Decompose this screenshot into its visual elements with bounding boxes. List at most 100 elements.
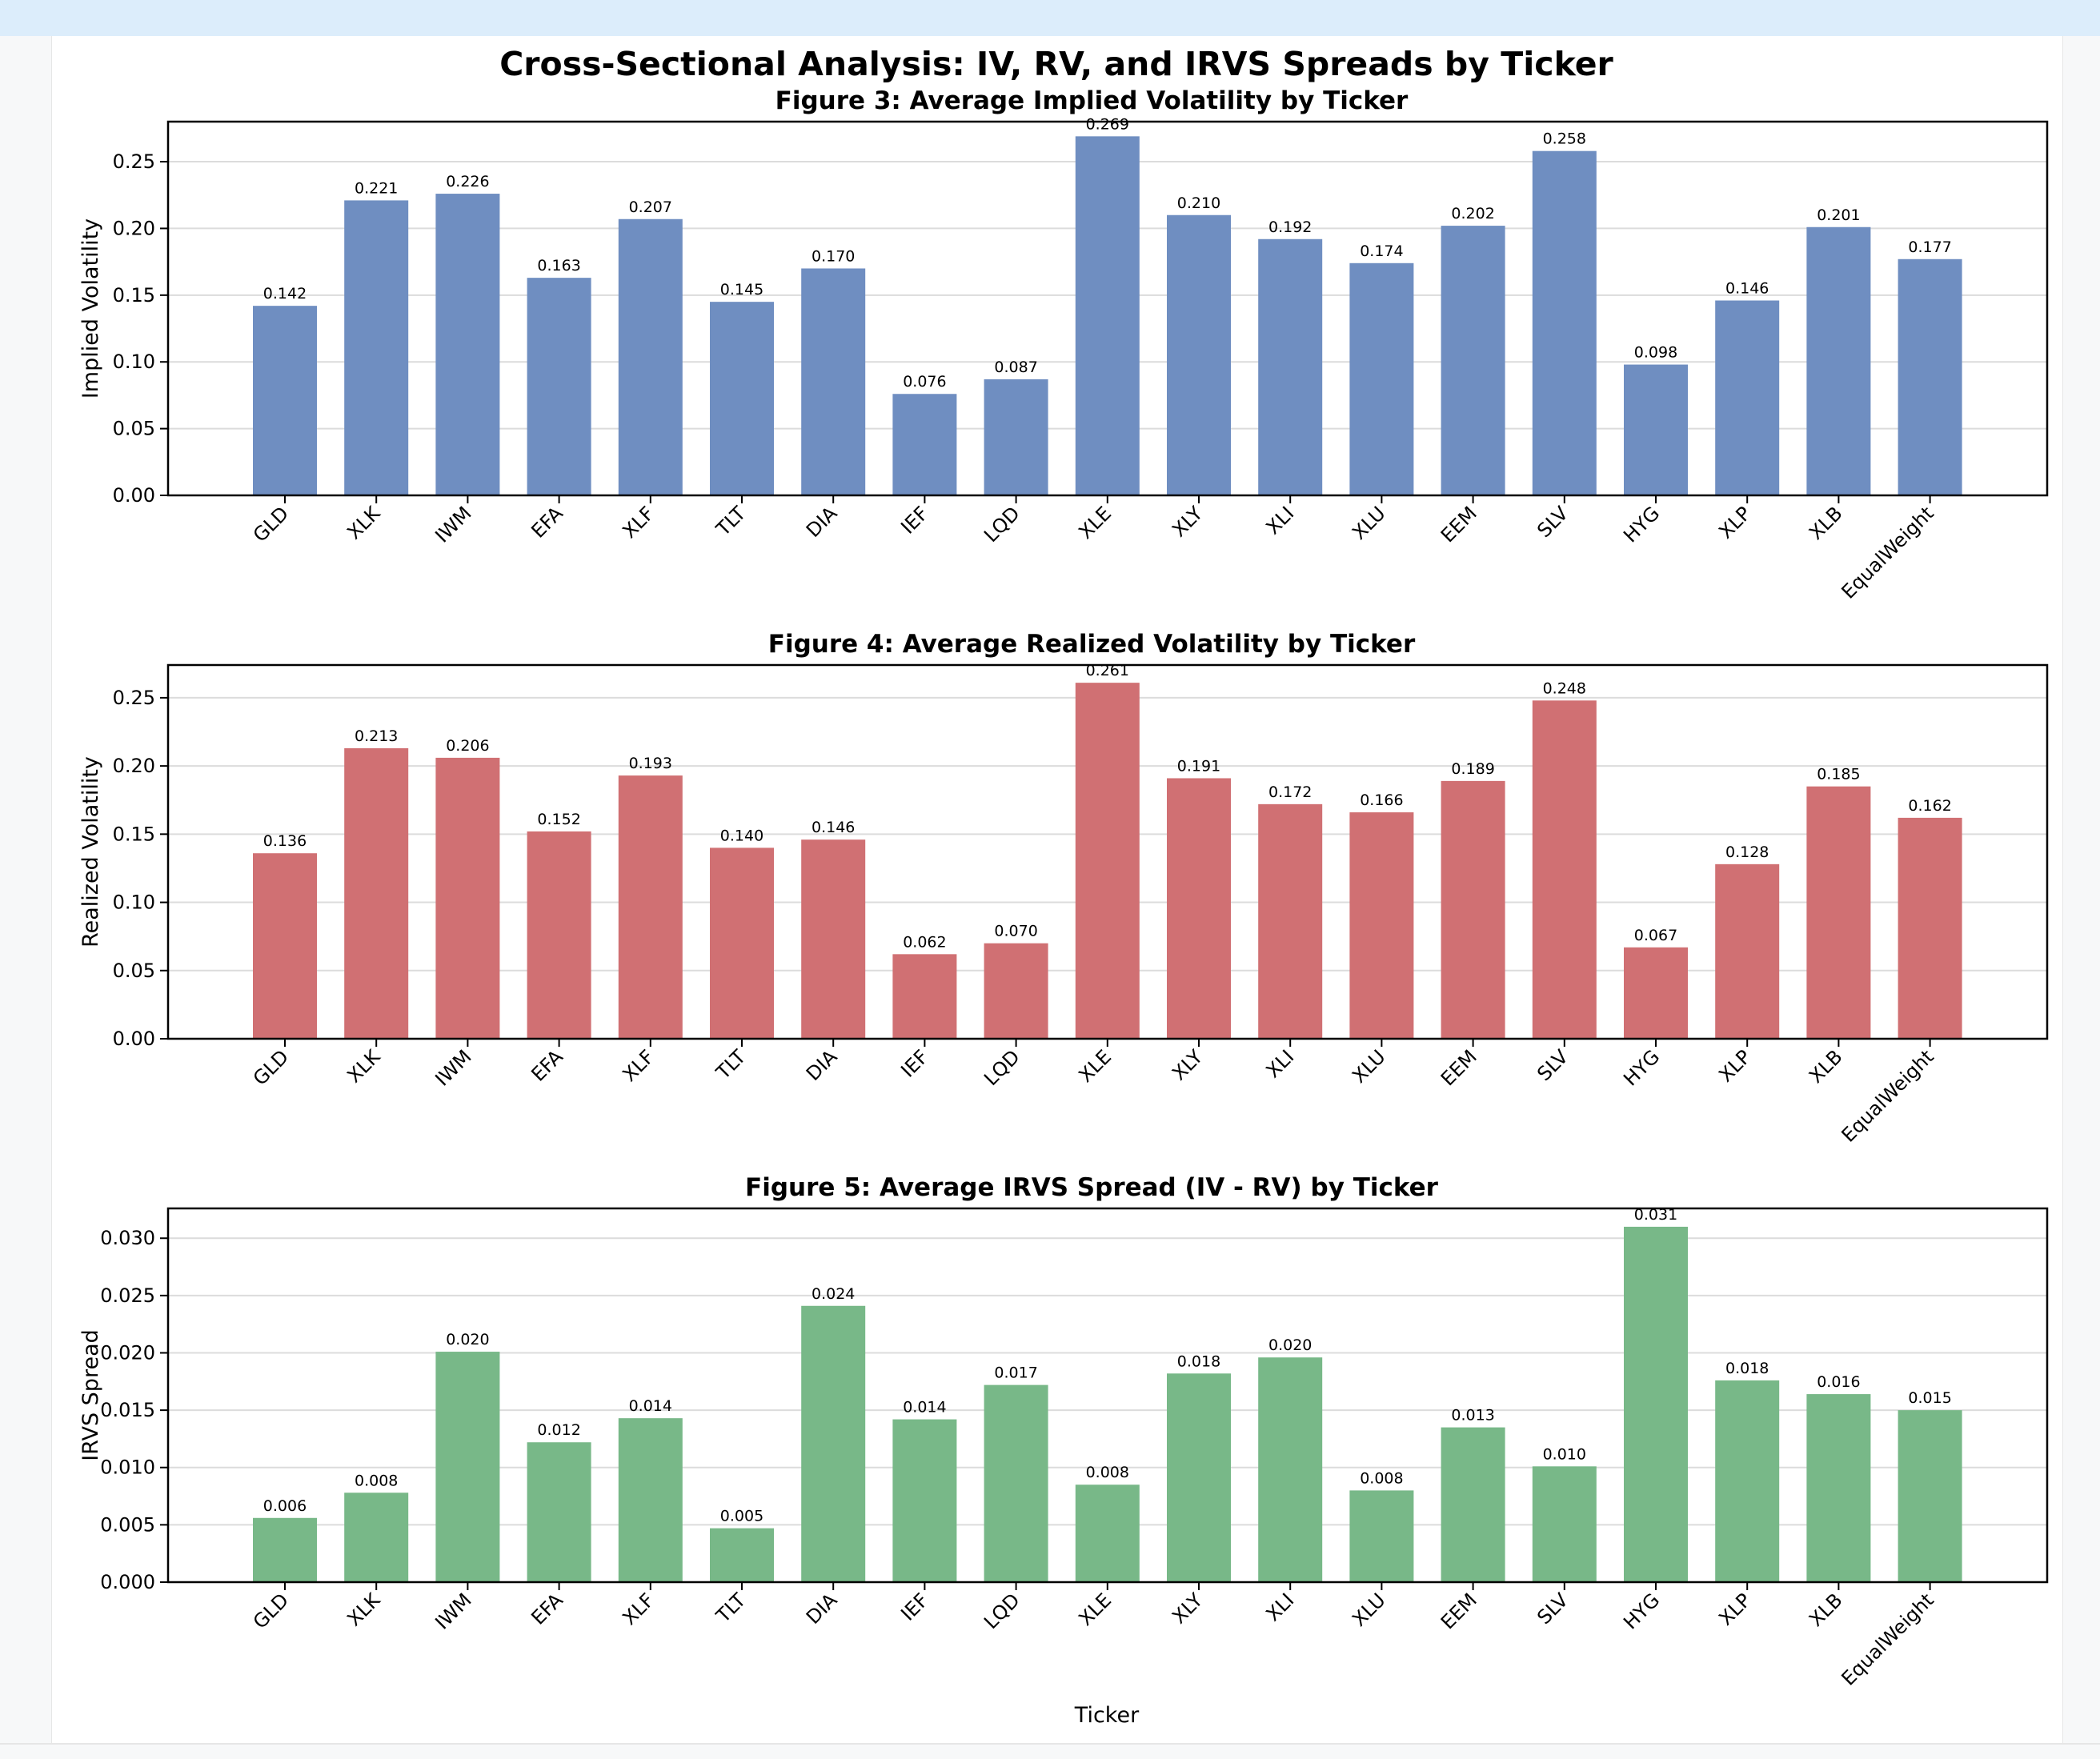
chart1-bar-slv [1532,150,1597,495]
chart3-data-label: 0.018 [1177,1352,1220,1370]
bottom-divider [0,1743,2100,1745]
chart3-bar-xlu [1349,1490,1414,1582]
chart3-data-label: 0.020 [446,1331,489,1348]
chart1-x-tick-label: TLT [711,502,751,541]
chart2-data-label: 0.206 [446,737,489,755]
chart2-bar-iwm [435,757,500,1039]
chart2-data-label: 0.248 [1543,679,1586,697]
chart1-bar-ief [892,394,957,495]
chart2-axes-frame [166,663,2049,1040]
chart1-bar-equalweight [1898,258,1962,495]
chart3-data-label: 0.010 [1543,1445,1586,1463]
chart1-data-label: 0.269 [1086,115,1129,133]
chart3-bar-eem [1441,1427,1505,1582]
chart3-bar-xlb [1806,1394,1871,1582]
chart3-bar-efa [527,1442,591,1582]
chart3-y-tick-label: 0.005 [100,1513,155,1536]
chart1-bar-tlt [710,302,774,495]
chart2-data-label: 0.162 [1908,797,1951,815]
chart3-x-tick-label: SLV [1533,1589,1573,1629]
chart3-y-tick-label: 0.030 [100,1227,155,1249]
chart1-data-label: 0.207 [629,198,672,216]
chart3-data-label: 0.018 [1725,1360,1769,1377]
chart3-y-tick-label: 0.010 [100,1456,155,1479]
chart3-x-tick-label: EqualWeight [1838,1589,1938,1689]
chart3-title: Figure 5: Average IRVS Spread (IV - RV) … [745,1173,1439,1202]
chart2-x-tick-label: LQD [980,1045,1024,1090]
chart3-bar-xle [1075,1485,1140,1582]
chart2-x-tick-label: EFA [527,1045,568,1086]
chart3-x-tick-label: IEF [896,1589,932,1625]
chart1-data-label: 0.163 [537,257,580,274]
chart2-x-tick-label: XLI [1262,1045,1299,1082]
chart2-x-tick-label: TLT [711,1045,751,1084]
chart1-data-label: 0.087 [994,359,1037,376]
chart3-y-tick-label: 0.015 [100,1399,155,1421]
chart1-x-tick-label: XLY [1168,502,1207,541]
chart1-bar-xle [1075,136,1140,495]
chart3-x-axis-label: Ticker [1074,1703,1140,1728]
chart3-data-label: 0.005 [720,1508,763,1525]
chart3-bar-dia [801,1305,866,1582]
chart1-bar-xlk [344,200,409,495]
chart1-data-label: 0.221 [355,179,398,197]
chart3-data-label: 0.014 [629,1397,672,1415]
chart2-data-label: 0.152 [537,811,580,828]
chart3-bar-tlt [710,1528,774,1582]
chart1-x-tick-label: XLI [1262,502,1299,539]
chart3-data-label: 0.013 [1451,1407,1494,1424]
chart2-data-label: 0.185 [1817,766,1860,783]
chart1-x-tick-label: XLE [1074,502,1116,543]
chart1-data-label: 0.142 [263,285,307,303]
chart2-data-label: 0.067 [1634,927,1677,944]
chart1-x-tick-label: IWM [431,502,475,547]
chart2-x-tick-label: EEM [1437,1045,1481,1090]
chart2-data-label: 0.136 [263,832,307,850]
chart1-bar-xlf [618,218,683,495]
chart1-data-label: 0.192 [1268,218,1312,236]
chart3-x-tick-label: LQD [980,1589,1024,1633]
chart1-data-label: 0.210 [1177,194,1220,212]
chart3-bar-ief [892,1419,957,1582]
chart2-x-tick-label: DIA [802,1045,842,1085]
chart1-x-tick-label: EqualWeight [1838,502,1938,603]
chart2-data-label: 0.172 [1268,783,1312,801]
chart1-y-tick-label: 0.10 [113,351,155,373]
chart3-bar-xlf [618,1418,683,1582]
chart3-x-tick-label: XLI [1262,1589,1299,1625]
chart3-data-label: 0.008 [1086,1464,1129,1481]
chart2-x-tick-label: XLY [1168,1045,1207,1084]
chart3-x-tick-label: DIA [802,1589,842,1629]
chart3-data-label: 0.008 [355,1472,398,1489]
figure-title: Cross-Sectional Analysis: IV, RV, and IR… [499,45,1613,83]
chart1-bar-lqd [984,379,1048,495]
chart2-bar-ief [892,954,957,1039]
chart1-axes-frame [166,120,2049,497]
chart2-x-tick-label: XLU [1348,1045,1389,1087]
chart3-x-tick-label: XLY [1168,1589,1207,1628]
chart1-bar-xlb [1806,226,1871,495]
chart1-data-label: 0.226 [446,173,489,190]
chart1-y-axis-label: Implied Volatility [78,218,103,399]
chart2-data-label: 0.189 [1451,760,1494,778]
chart1-data-label: 0.258 [1543,130,1586,148]
chart1-x-tick-label: HYG [1619,502,1664,547]
chart1-data-label: 0.145 [720,281,763,299]
chart2-y-tick-label: 0.05 [113,960,155,982]
chart3-data-label: 0.006 [263,1497,307,1515]
chart3-y-tick-label: 0.025 [100,1284,155,1307]
chart3-y-tick-label: 0.000 [100,1571,155,1593]
chart1-x-tick-label: EEM [1437,502,1481,547]
chart1-data-label: 0.146 [1725,279,1769,297]
chart1-x-tick-label: XLB [1805,502,1847,544]
chart1-bar-xlp [1715,300,1780,495]
chart2-y-tick-label: 0.25 [113,687,155,709]
chart2-bar-xle [1075,683,1140,1039]
chart2-x-tick-label: XLF [618,1045,659,1086]
chart2-bar-xlp [1715,863,1780,1039]
chart1-data-label: 0.202 [1451,205,1494,222]
chart2-y-tick-label: 0.15 [113,823,155,845]
chart3-data-label: 0.014 [903,1399,946,1416]
chart3-x-tick-label: XLE [1074,1589,1116,1630]
